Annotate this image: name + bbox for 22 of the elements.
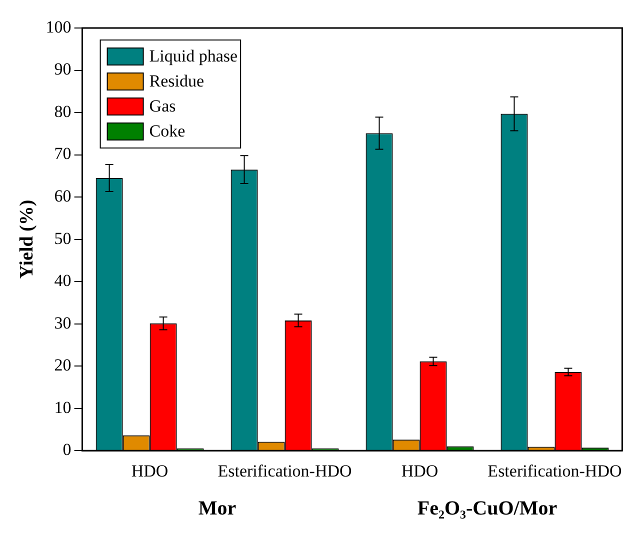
legend-label: Gas: [149, 96, 176, 116]
y-tick-label: 50: [54, 228, 72, 248]
y-tick-label: 100: [46, 17, 72, 36]
y-tick-label: 0: [62, 440, 72, 460]
y-tick-label: 80: [54, 102, 72, 121]
x-tick-label: Esterification-HDO: [218, 461, 352, 480]
y-tick-label: 40: [54, 271, 72, 290]
x-tick-label: HDO: [401, 461, 438, 480]
y-tick-label: 10: [54, 398, 72, 417]
y-axis-title: Yield (%): [16, 200, 38, 279]
y-tick-label: 60: [54, 186, 72, 206]
legend-label: Liquid phase: [149, 46, 238, 66]
legend-label: Coke: [149, 121, 186, 140]
y-tick-label: 20: [54, 356, 72, 375]
text: Mor: [198, 498, 236, 520]
y-tick-label: 90: [54, 60, 72, 79]
y-tick-label: 30: [54, 313, 72, 332]
y-tick-label: 70: [54, 144, 72, 164]
x-tick-label: HDO: [131, 461, 168, 480]
x-tick-label: Esterification-HDO: [488, 461, 622, 480]
legend-label: Residue: [149, 71, 204, 90]
text: Fe₂O₃-CuO/Mor: [417, 498, 558, 520]
